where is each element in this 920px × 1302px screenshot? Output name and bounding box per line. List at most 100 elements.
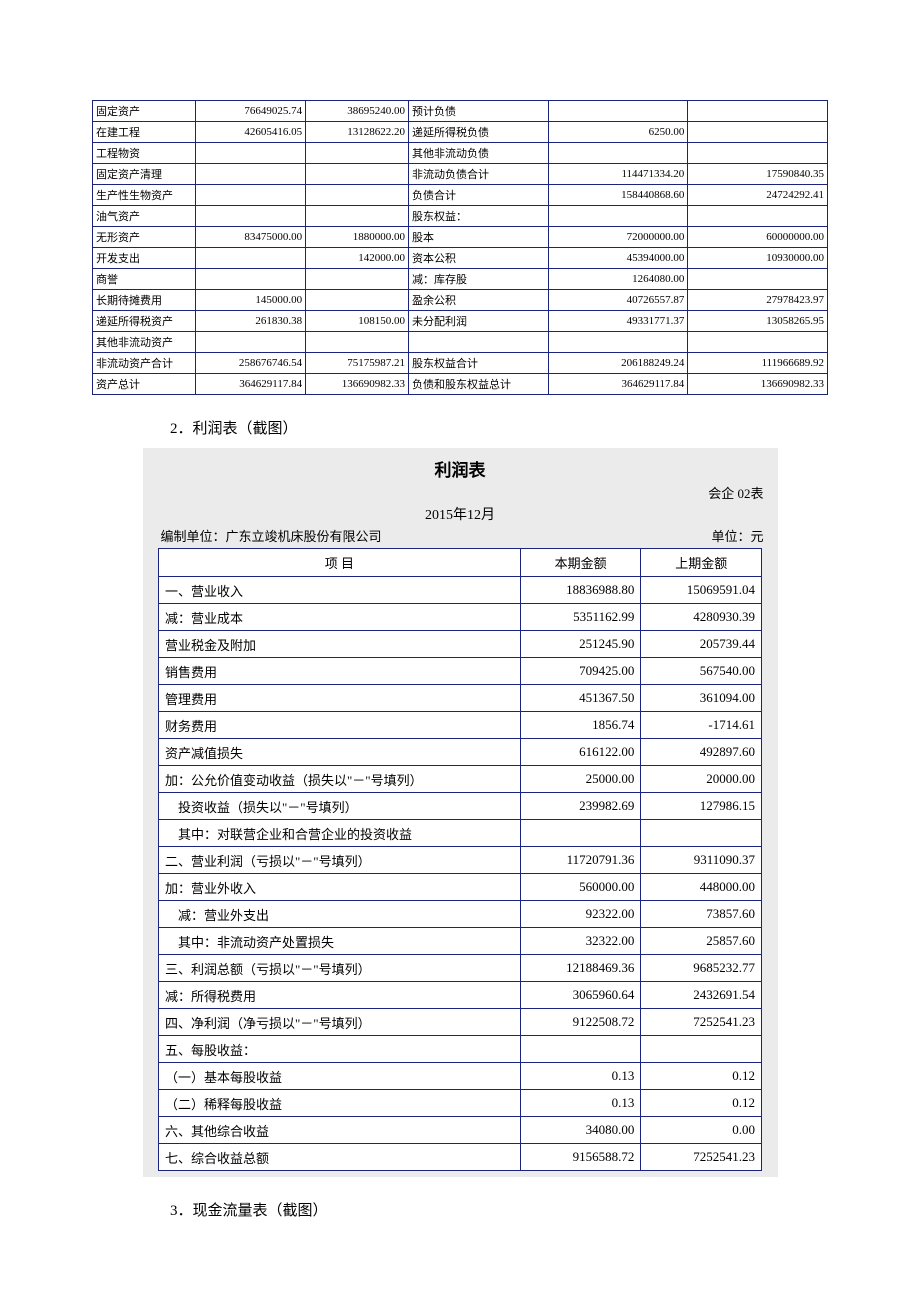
cell-value: 114471334.20: [548, 164, 688, 185]
table-row: 油气资产股东权益：: [93, 206, 828, 227]
cell-label: [409, 332, 549, 353]
cell-value: 108150.00: [306, 311, 409, 332]
cell-value: 364629117.84: [195, 374, 305, 395]
table-row: 减：营业成本5351162.994280930.39: [159, 604, 762, 631]
cell-value: 5351162.99: [520, 604, 641, 631]
income-statement: 利润表 会企 02表 2015年12月 编制单位：广东立竣机床股份有限公司 单位…: [143, 448, 778, 1177]
cell-value: 76649025.74: [195, 101, 305, 122]
cell-value: 9122508.72: [520, 1009, 641, 1036]
cell-value: [306, 185, 409, 206]
cell-label: 工程物资: [93, 143, 196, 164]
cell-value: 4280930.39: [641, 604, 762, 631]
table-row: 其中：对联营企业和合营企业的投资收益: [159, 820, 762, 847]
table-row: 加：营业外收入560000.00448000.00: [159, 874, 762, 901]
cell-label: 一、营业收入: [159, 577, 521, 604]
cell-value: [306, 143, 409, 164]
cell-value: 258676746.54: [195, 353, 305, 374]
cell-label: 投资收益（损失以"－"号填列）: [159, 793, 521, 820]
table-row: 减：营业外支出92322.0073857.60: [159, 901, 762, 928]
cell-value: -1714.61: [641, 712, 762, 739]
cell-value: 9156588.72: [520, 1144, 641, 1171]
cell-value: [548, 143, 688, 164]
cell-label: 减：营业成本: [159, 604, 521, 631]
cell-label: 在建工程: [93, 122, 196, 143]
cell-value: 3065960.64: [520, 982, 641, 1009]
table-row: 资产减值损失616122.00492897.60: [159, 739, 762, 766]
cell-value: 7252541.23: [641, 1144, 762, 1171]
cell-value: 364629117.84: [548, 374, 688, 395]
income-col-item: 项 目: [159, 549, 521, 577]
cell-value: 11720791.36: [520, 847, 641, 874]
cell-value: 0.12: [641, 1063, 762, 1090]
cell-value: 83475000.00: [195, 227, 305, 248]
cell-value: 206188249.24: [548, 353, 688, 374]
cell-value: [306, 206, 409, 227]
table-row: 非流动资产合计258676746.5475175987.21股东权益合计2061…: [93, 353, 828, 374]
cell-label: 预计负债: [409, 101, 549, 122]
table-row: 管理费用451367.50361094.00: [159, 685, 762, 712]
table-row: 四、净利润（净亏损以"－"号填列）9122508.727252541.23: [159, 1009, 762, 1036]
cell-label: 六、其他综合收益: [159, 1117, 521, 1144]
table-row: 在建工程42605416.0513128622.20递延所得税负债6250.00: [93, 122, 828, 143]
cell-label: （一）基本每股收益: [159, 1063, 521, 1090]
cell-label: 减：营业外支出: [159, 901, 521, 928]
cell-value: 9311090.37: [641, 847, 762, 874]
cell-value: [548, 332, 688, 353]
cell-label: 营业税金及附加: [159, 631, 521, 658]
cell-value: 492897.60: [641, 739, 762, 766]
cell-value: 0.00: [641, 1117, 762, 1144]
income-table: 项 目 本期金额 上期金额 一、营业收入18836988.8015069591.…: [158, 548, 762, 1171]
income-col-current: 本期金额: [520, 549, 641, 577]
cell-value: 60000000.00: [688, 227, 828, 248]
table-row: 投资收益（损失以"－"号填列）239982.69127986.15: [159, 793, 762, 820]
table-row: （二）稀释每股收益0.130.12: [159, 1090, 762, 1117]
income-unit: 单位：元: [711, 526, 763, 545]
cell-value: 25000.00: [520, 766, 641, 793]
cell-label: 其他非流动负债: [409, 143, 549, 164]
cell-value: 205739.44: [641, 631, 762, 658]
cell-label: 财务费用: [159, 712, 521, 739]
cell-label: 长期待摊费用: [93, 290, 196, 311]
cell-value: 448000.00: [641, 874, 762, 901]
cell-value: 17590840.35: [688, 164, 828, 185]
cell-value: [688, 101, 828, 122]
cell-value: 111966689.92: [688, 353, 828, 374]
table-row: 递延所得税资产261830.38108150.00未分配利润49331771.3…: [93, 311, 828, 332]
cell-label: 无形资产: [93, 227, 196, 248]
cell-value: [520, 1036, 641, 1063]
cell-value: 40726557.87: [548, 290, 688, 311]
table-row: 营业税金及附加251245.90205739.44: [159, 631, 762, 658]
income-col-prev: 上期金额: [641, 549, 762, 577]
cashflow-caption: 3．现金流量表（截图）: [170, 1199, 920, 1220]
cell-label: 非流动负债合计: [409, 164, 549, 185]
cell-value: [306, 332, 409, 353]
cell-label: 减：库存股: [409, 269, 549, 290]
cell-value: [548, 206, 688, 227]
cell-label: 未分配利润: [409, 311, 549, 332]
cell-label: 递延所得税资产: [93, 311, 196, 332]
cell-value: [306, 164, 409, 185]
cell-value: 32322.00: [520, 928, 641, 955]
cell-label: 加：营业外收入: [159, 874, 521, 901]
cell-value: 18836988.80: [520, 577, 641, 604]
cell-value: 560000.00: [520, 874, 641, 901]
cell-value: 361094.00: [641, 685, 762, 712]
cell-label: 五、每股收益：: [159, 1036, 521, 1063]
cell-value: [306, 290, 409, 311]
cell-value: [688, 122, 828, 143]
table-row: 二、营业利润（亏损以"－"号填列）11720791.369311090.37: [159, 847, 762, 874]
cell-value: 1880000.00: [306, 227, 409, 248]
table-row: 工程物资 其他非流动负债: [93, 143, 828, 164]
cell-value: 24724292.41: [688, 185, 828, 206]
cell-value: 616122.00: [520, 739, 641, 766]
table-row: 加：公允价值变动收益（损失以"－"号填列）25000.0020000.00: [159, 766, 762, 793]
cell-value: 145000.00: [195, 290, 305, 311]
cell-label: 其中：非流动资产处置损失: [159, 928, 521, 955]
table-row: 七、综合收益总额9156588.727252541.23: [159, 1144, 762, 1171]
cell-value: 49331771.37: [548, 311, 688, 332]
table-row: （一）基本每股收益0.130.12: [159, 1063, 762, 1090]
income-period: 2015年12月: [143, 502, 778, 526]
table-row: 无形资产83475000.001880000.00股本72000000.0060…: [93, 227, 828, 248]
cell-value: 1856.74: [520, 712, 641, 739]
income-compiler: 编制单位：广东立竣机床股份有限公司: [161, 526, 382, 545]
